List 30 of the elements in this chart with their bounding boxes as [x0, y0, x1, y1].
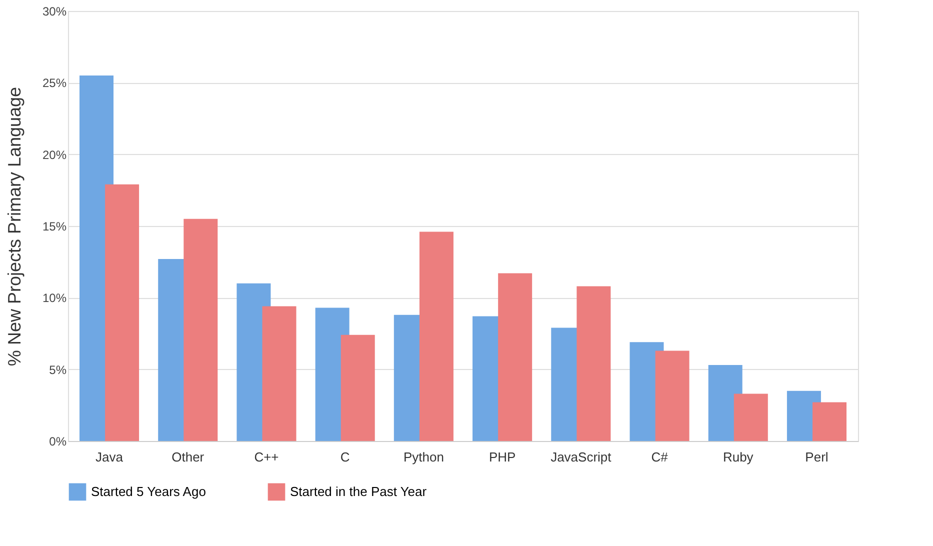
- y-tick-label: 30%: [42, 4, 67, 18]
- legend-label: Started 5 Years Ago: [91, 484, 206, 499]
- bar: [184, 218, 218, 441]
- x-tick-label: JavaScript: [550, 450, 612, 464]
- bar: [419, 232, 454, 441]
- bar: [576, 286, 611, 441]
- x-tick-label: PHP: [488, 450, 516, 464]
- y-tick-label: 10%: [42, 291, 67, 306]
- y-tick-label: 5%: [49, 362, 67, 377]
- x-tick-label: C#: [651, 450, 669, 464]
- bar: [812, 402, 847, 441]
- y-tick-label: 25%: [42, 76, 67, 90]
- x-tick-label: C++: [254, 450, 279, 464]
- x-tick-label: Java: [96, 450, 124, 464]
- bar: [340, 334, 375, 441]
- legend-label: Started in the Past Year: [290, 484, 428, 499]
- x-tick-label: C: [340, 450, 350, 464]
- x-tick-label: Other: [172, 450, 205, 464]
- bar: [498, 273, 532, 441]
- x-tick-label: Ruby: [722, 450, 754, 464]
- x-tick-label: Python: [403, 450, 444, 464]
- bar: [734, 394, 768, 441]
- y-tick-label: 0%: [49, 434, 67, 448]
- bar: [105, 184, 140, 441]
- bar: [262, 306, 296, 441]
- y-axis-title: % New Projects Primary Language: [4, 86, 24, 366]
- y-tick-label: 20%: [42, 148, 67, 162]
- bar: [655, 350, 690, 441]
- x-tick-label: Perl: [805, 450, 828, 464]
- y-tick-label: 15%: [42, 220, 67, 234]
